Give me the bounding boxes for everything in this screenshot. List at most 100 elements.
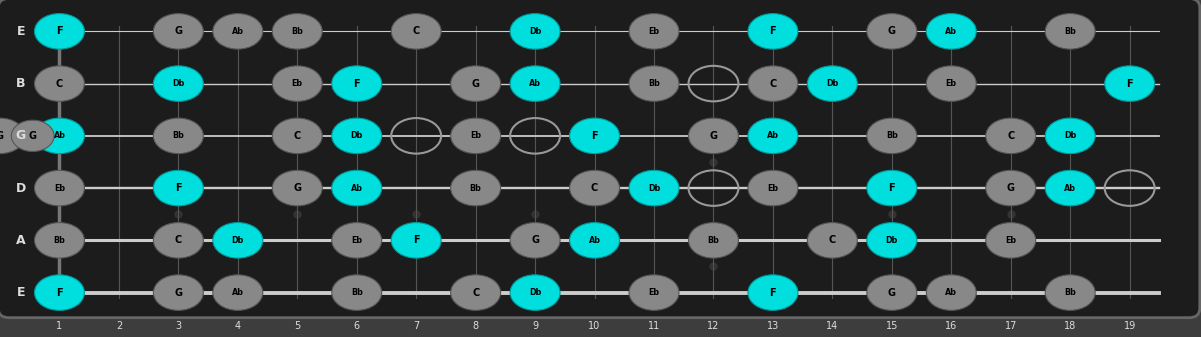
Text: Bb: Bb [886, 131, 898, 140]
Text: Bb: Bb [351, 288, 363, 297]
Ellipse shape [926, 13, 976, 49]
Ellipse shape [629, 13, 679, 49]
Ellipse shape [331, 118, 382, 154]
Text: Bb: Bb [470, 184, 482, 192]
Text: 14: 14 [826, 321, 838, 331]
Text: Bb: Bb [707, 236, 719, 245]
Ellipse shape [213, 222, 263, 258]
Ellipse shape [331, 222, 382, 258]
Text: 11: 11 [647, 321, 661, 331]
Ellipse shape [986, 222, 1035, 258]
Ellipse shape [273, 66, 322, 101]
Ellipse shape [450, 170, 501, 206]
Text: Ab: Ab [351, 184, 363, 192]
Text: E: E [17, 286, 25, 299]
Ellipse shape [1105, 66, 1154, 101]
Ellipse shape [273, 170, 322, 206]
Text: Eb: Eb [54, 184, 65, 192]
Ellipse shape [11, 120, 54, 152]
Ellipse shape [213, 275, 263, 310]
Text: Ab: Ab [232, 288, 244, 297]
Ellipse shape [450, 118, 501, 154]
Text: Eb: Eb [649, 27, 659, 36]
Ellipse shape [688, 222, 739, 258]
Text: Ab: Ab [945, 288, 957, 297]
Ellipse shape [154, 170, 203, 206]
Text: F: F [413, 235, 419, 245]
Text: 19: 19 [1123, 321, 1136, 331]
Ellipse shape [35, 118, 84, 154]
Text: Ab: Ab [232, 27, 244, 36]
Text: F: F [770, 287, 776, 298]
Text: Db: Db [351, 131, 363, 140]
Text: C: C [770, 79, 777, 89]
Text: 3: 3 [175, 321, 181, 331]
Ellipse shape [748, 66, 797, 101]
Ellipse shape [35, 66, 84, 101]
Ellipse shape [510, 222, 560, 258]
Ellipse shape [35, 170, 84, 206]
Text: G: G [531, 235, 539, 245]
Text: C: C [174, 235, 183, 245]
Ellipse shape [1045, 118, 1095, 154]
Text: G: G [472, 79, 479, 89]
Text: F: F [1127, 79, 1133, 89]
Text: G: G [174, 287, 183, 298]
Text: G: G [888, 287, 896, 298]
Text: Bb: Bb [54, 236, 65, 245]
Text: F: F [770, 26, 776, 36]
Text: F: F [56, 287, 62, 298]
Text: Eb: Eb [649, 288, 659, 297]
Text: 17: 17 [1004, 321, 1017, 331]
Ellipse shape [273, 13, 322, 49]
Text: 15: 15 [885, 321, 898, 331]
Ellipse shape [807, 66, 858, 101]
Text: 6: 6 [353, 321, 360, 331]
Text: 9: 9 [532, 321, 538, 331]
Ellipse shape [154, 222, 203, 258]
Text: 10: 10 [588, 321, 600, 331]
Text: Eb: Eb [292, 79, 303, 88]
Ellipse shape [748, 275, 797, 310]
Ellipse shape [1045, 275, 1095, 310]
Text: C: C [591, 183, 598, 193]
Text: Bb: Bb [292, 27, 303, 36]
Text: G: G [0, 131, 4, 141]
Text: G: G [16, 129, 26, 142]
Ellipse shape [629, 275, 679, 310]
Ellipse shape [1045, 13, 1095, 49]
Text: 8: 8 [472, 321, 479, 331]
Ellipse shape [748, 170, 797, 206]
Text: Db: Db [528, 27, 542, 36]
Text: Db: Db [647, 184, 661, 192]
Text: Bb: Bb [173, 131, 184, 140]
Text: C: C [472, 287, 479, 298]
Text: G: G [293, 183, 301, 193]
Text: D: D [16, 182, 26, 194]
Ellipse shape [331, 275, 382, 310]
Ellipse shape [450, 275, 501, 310]
Ellipse shape [629, 66, 679, 101]
Text: 7: 7 [413, 321, 419, 331]
Text: Db: Db [232, 236, 244, 245]
Ellipse shape [213, 13, 263, 49]
Text: Ab: Ab [1064, 184, 1076, 192]
Text: Ab: Ab [588, 236, 600, 245]
Ellipse shape [569, 222, 620, 258]
Ellipse shape [867, 13, 916, 49]
Text: Ab: Ab [767, 131, 779, 140]
Ellipse shape [35, 13, 84, 49]
Ellipse shape [0, 118, 25, 154]
Text: B: B [16, 77, 25, 90]
Ellipse shape [331, 66, 382, 101]
Text: 13: 13 [766, 321, 779, 331]
Text: F: F [353, 79, 360, 89]
Text: F: F [889, 183, 895, 193]
Ellipse shape [154, 66, 203, 101]
Text: C: C [1008, 131, 1015, 141]
Text: G: G [174, 26, 183, 36]
Text: Ab: Ab [945, 27, 957, 36]
Text: F: F [175, 183, 181, 193]
Text: G: G [888, 26, 896, 36]
Ellipse shape [867, 222, 916, 258]
